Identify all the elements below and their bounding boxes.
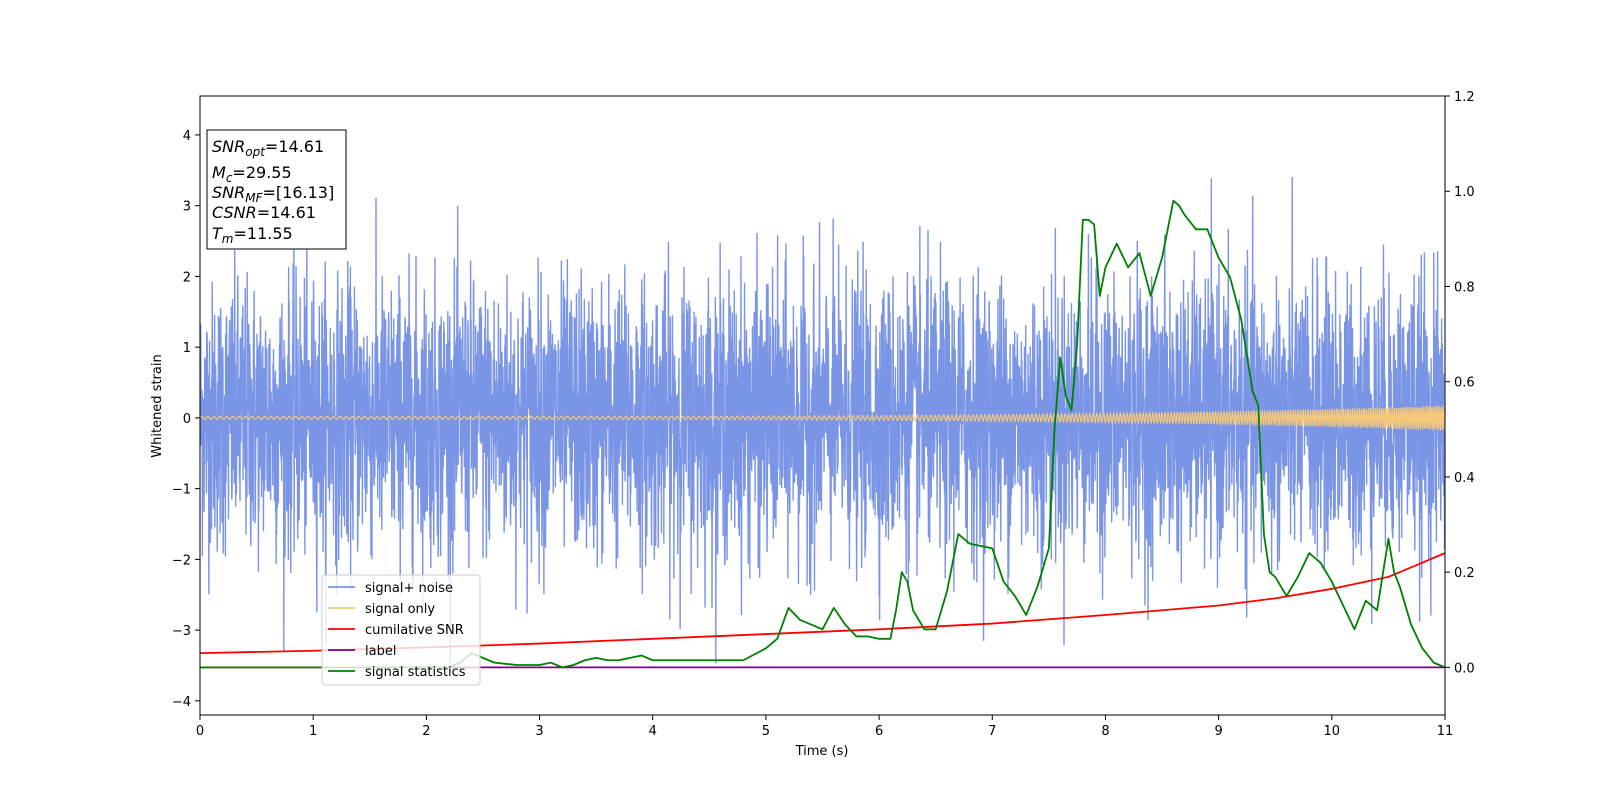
plot-frame [199, 95, 1446, 716]
x-tick-label-8: 8 [1101, 724, 1109, 739]
legend-label-label: label [365, 644, 396, 659]
x-tick-label-5: 5 [762, 724, 770, 739]
right-axis: 0.0 0.2 0.4 0.6 0.8 1.0 1.2 [1445, 90, 1475, 676]
x-tick-label-4: 4 [649, 724, 657, 739]
y-tick-label-5: 1 [183, 341, 191, 356]
legend: signal+ noise signal only cumilative SNR la… [321, 574, 481, 686]
x-tick-label-6: 6 [875, 724, 883, 739]
x-tick-label-11: 11 [1437, 724, 1454, 739]
y-tick-label-7: 3 [183, 200, 191, 215]
x-tick-label-7: 7 [988, 724, 996, 739]
info-line-3: CSNR=14.61 [212, 203, 316, 222]
legend-label-signal-only: signal only [365, 602, 435, 617]
y-tick-label-3: −1 [172, 483, 191, 498]
y2-tick-label-4: 0.8 [1454, 280, 1475, 295]
x-axis: 0 1 2 3 4 5 6 7 8 9 10 11 [196, 715, 1453, 739]
legend-label-signal-statistics: signal statistics [365, 665, 466, 680]
y2-tick-label-5: 1.0 [1454, 185, 1475, 200]
y2-tick-label-0: 0.0 [1454, 661, 1475, 676]
y2-tick-label-6: 1.2 [1454, 90, 1475, 105]
y-tick-label-1: −3 [172, 624, 191, 639]
info-line-1: Mc=29.55 [212, 163, 292, 185]
y-tick-label-4: 0 [183, 412, 191, 427]
info-line-4: Tm=11.55 [212, 224, 293, 246]
left-axis: −4 −3 −2 −1 0 1 2 3 4 [172, 129, 200, 710]
series-signal-statistics [200, 199, 1445, 669]
series-signal-only [200, 405, 1445, 431]
y2-tick-label-3: 0.6 [1454, 376, 1475, 391]
x-tick-label-1: 1 [309, 724, 317, 739]
y-axis-title: Whitened strain [150, 354, 165, 457]
info-line-2: SNRMF=[16.13] [212, 183, 334, 205]
legend-label-cumilative-snr: cumilative SNR [365, 623, 464, 638]
legend-label-signal-noise: signal+ noise [365, 581, 453, 596]
info-box: SNRopt=14.61 Mc=29.55SNRMF=[16.13]CSNR=14… [206, 129, 347, 250]
y2-tick-label-2: 0.4 [1454, 471, 1475, 486]
x-tick-label-0: 0 [196, 724, 204, 739]
x-axis-title: Time (s) [795, 744, 849, 759]
info-box-frame [206, 129, 347, 250]
y-tick-label-6: 2 [183, 270, 191, 285]
legend-frame [321, 574, 481, 686]
x-tick-label-2: 2 [422, 724, 430, 739]
x-tick-label-9: 9 [1214, 724, 1222, 739]
series-signal-noise [200, 177, 1445, 664]
x-tick-label-10: 10 [1324, 724, 1341, 739]
info-line-0: SNRopt=14.61 [212, 137, 324, 159]
y-tick-label-2: −2 [172, 553, 191, 568]
y-tick-label-8: 4 [183, 129, 191, 144]
x-tick-label-3: 3 [535, 724, 543, 739]
y2-tick-label-1: 0.2 [1454, 566, 1475, 581]
y-tick-label-0: −4 [172, 695, 191, 710]
